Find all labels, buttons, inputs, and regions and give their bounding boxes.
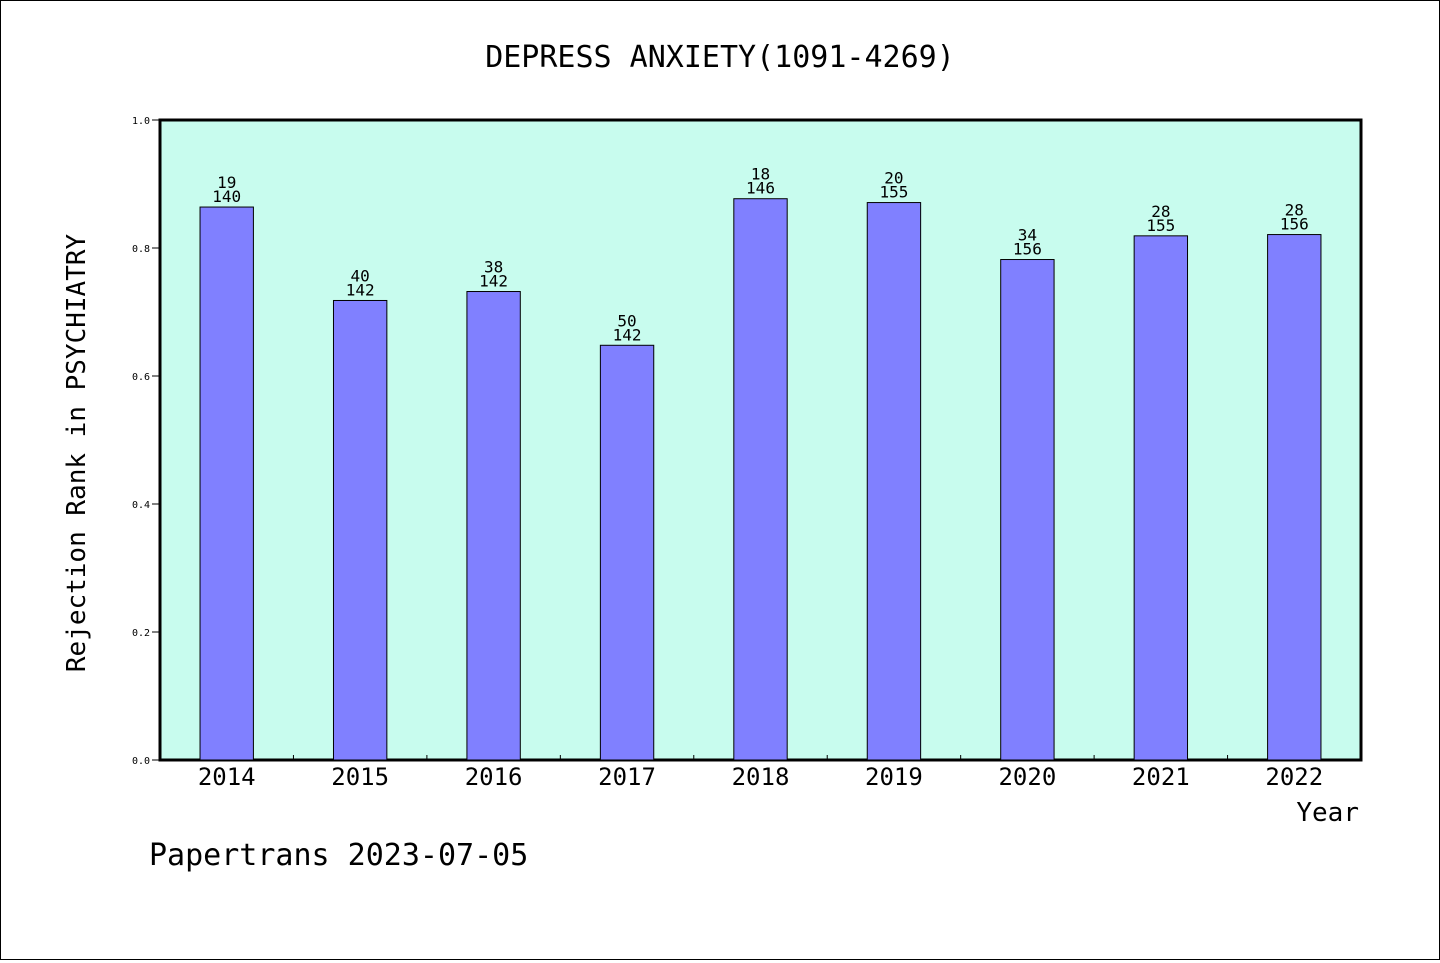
bar-2019 bbox=[866, 202, 922, 761]
data-label-bottom-2014: 140 bbox=[212, 187, 241, 206]
data-label-top-2018: 18 bbox=[751, 165, 770, 184]
data-label-bottom-2016: 142 bbox=[479, 272, 508, 291]
data-label-top-2015: 40 bbox=[351, 266, 370, 285]
data-label-top-2021: 28 bbox=[1151, 202, 1170, 221]
y-ticks-group: 0.0 0.2 0.4 0.6 0.8 1.0 bbox=[132, 116, 160, 767]
bar-2021 bbox=[1133, 235, 1189, 761]
data-label-bottom-2017: 142 bbox=[613, 325, 642, 344]
data-label-bottom-2019: 155 bbox=[879, 183, 908, 202]
x-tick-label-2017: 2017 bbox=[598, 763, 656, 791]
data-label-top-2022: 28 bbox=[1285, 201, 1304, 220]
bar-2014 bbox=[199, 206, 254, 761]
data-label-top-2014: 19 bbox=[217, 173, 236, 192]
bar-2015 bbox=[332, 299, 388, 761]
bar-2016 bbox=[466, 291, 521, 761]
y-tick-label: 0.2 bbox=[132, 628, 150, 639]
data-label-bottom-2020: 156 bbox=[1013, 240, 1042, 259]
x-ticks-group: 2014 2015 2016 2017 2018 2019 2020 2021 2022 bbox=[198, 755, 1323, 791]
bar-2020 bbox=[1000, 259, 1055, 761]
y-tick-label: 0.6 bbox=[132, 372, 150, 383]
data-label-bottom-2018: 146 bbox=[746, 179, 775, 198]
x-tick-label-2016: 2016 bbox=[465, 763, 523, 791]
data-label-top-2017: 50 bbox=[617, 311, 636, 330]
x-tick-label-2014: 2014 bbox=[198, 763, 256, 791]
data-label-bottom-2021: 155 bbox=[1146, 216, 1175, 235]
data-label-top-2019: 20 bbox=[884, 169, 903, 188]
y-tick-label: 0.0 bbox=[132, 756, 150, 767]
data-label-bottom-2022: 156 bbox=[1280, 215, 1309, 234]
y-tick-label: 0.4 bbox=[132, 500, 150, 511]
x-tick-label-2020: 2020 bbox=[998, 763, 1056, 791]
x-tick-label-2021: 2021 bbox=[1132, 763, 1190, 791]
data-label-bottom-2015: 142 bbox=[346, 280, 375, 299]
data-label-top-2016: 38 bbox=[484, 258, 503, 277]
y-axis-label: Rejection Rank in PSYCHIATRY bbox=[62, 234, 92, 673]
bars-group: 1914040142381425014218146201553415628155… bbox=[199, 165, 1322, 761]
x-tick-label-2015: 2015 bbox=[331, 763, 389, 791]
x-tick-label-2018: 2018 bbox=[732, 763, 790, 791]
y-tick-label: 0.8 bbox=[132, 244, 150, 255]
chart-title: DEPRESS ANXIETY(1091-4269) bbox=[485, 40, 955, 75]
bar-2022 bbox=[1267, 234, 1322, 761]
y-tick-label: 1.0 bbox=[132, 116, 150, 127]
x-axis-label: Year bbox=[1296, 798, 1359, 828]
x-tick-label-2019: 2019 bbox=[865, 763, 923, 791]
bar-2017 bbox=[599, 344, 655, 761]
data-label-top-2020: 34 bbox=[1018, 226, 1037, 245]
bar-2018 bbox=[733, 198, 788, 761]
footer-text: Papertrans 2023-07-05 bbox=[149, 838, 528, 873]
x-tick-label-2022: 2022 bbox=[1265, 763, 1323, 791]
